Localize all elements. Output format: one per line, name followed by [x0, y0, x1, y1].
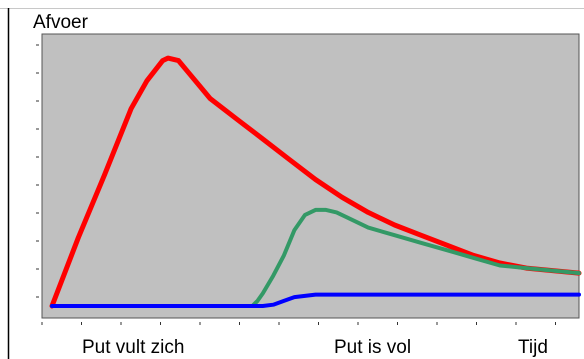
x-axis-label: Tijd	[518, 337, 548, 358]
series-line-1	[49, 55, 582, 309]
series-layer	[49, 55, 582, 309]
series-line-2	[50, 207, 581, 308]
series-line-3	[50, 292, 581, 308]
annotation-put-is-vol: Put is vol	[334, 337, 411, 358]
annotation-put-vult-zich: Put vult zich	[82, 337, 184, 358]
y-axis-label: Afvoer	[33, 12, 89, 33]
axis-ticks	[36, 44, 556, 325]
